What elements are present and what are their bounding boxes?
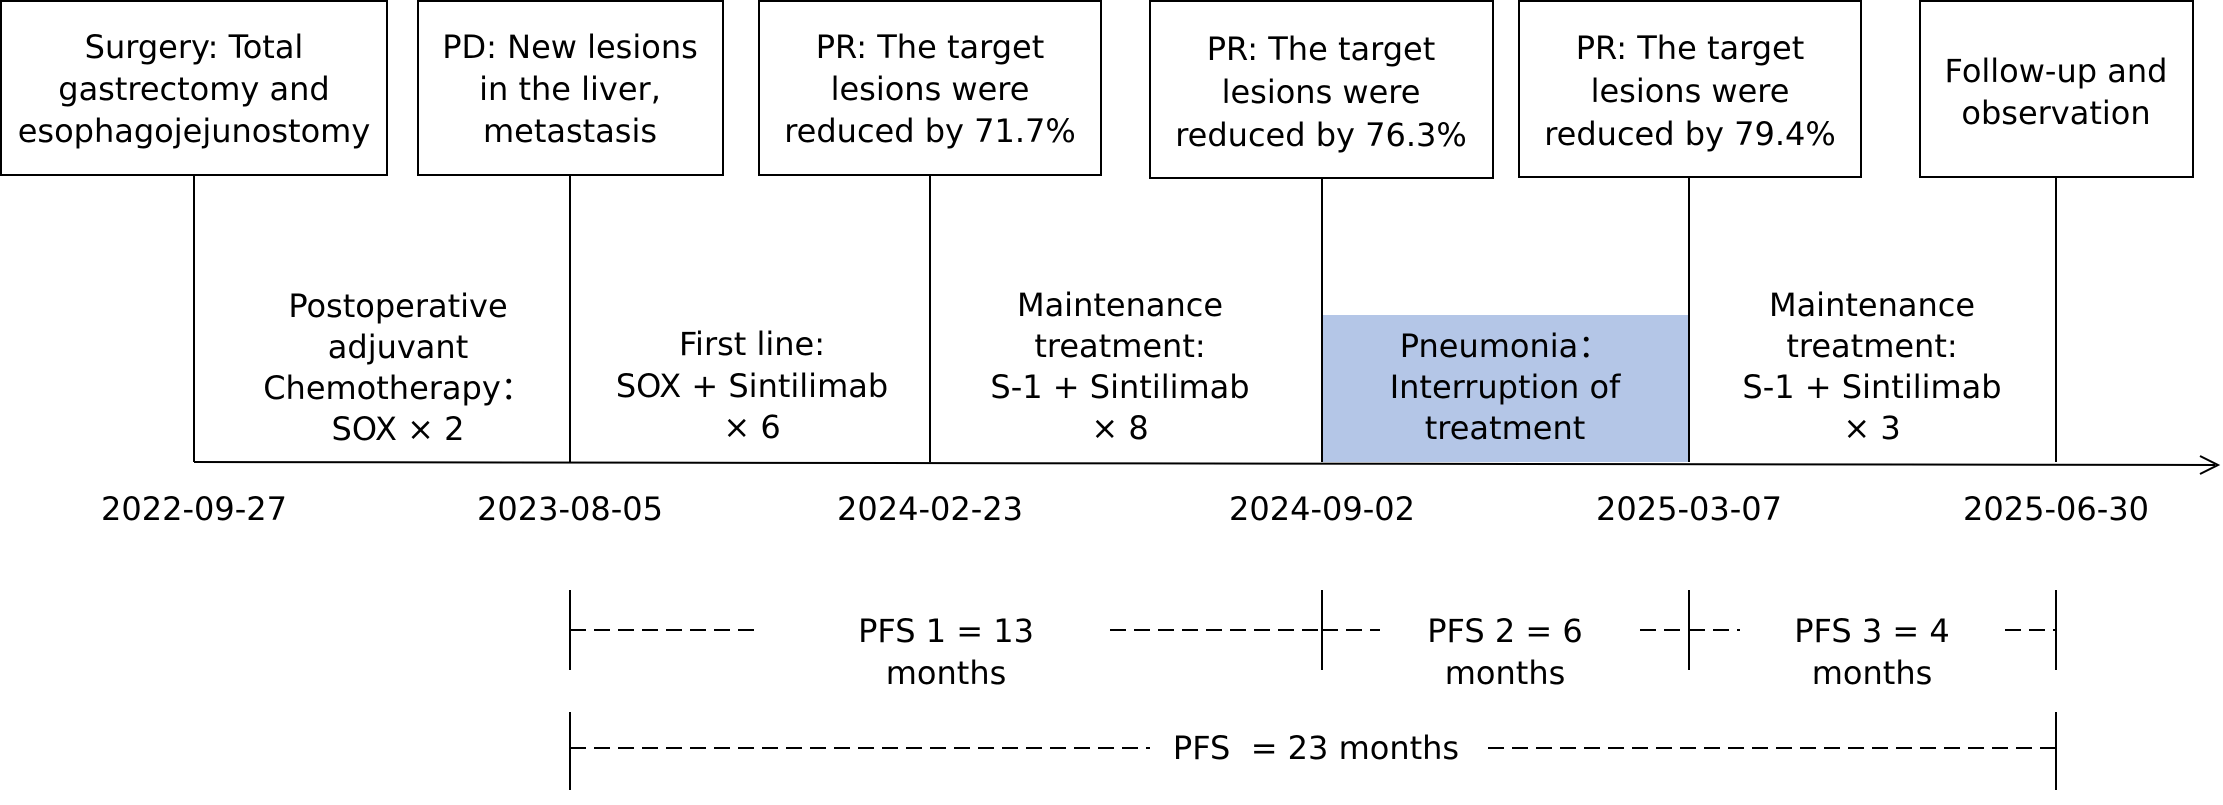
event-line: esophagojejunostomy bbox=[18, 112, 371, 150]
event-line: lesions were bbox=[1222, 73, 1421, 111]
treatment-line: treatment bbox=[1425, 409, 1586, 447]
event-line: PR: The target bbox=[1207, 30, 1435, 68]
event-box-pr1: PR: The target lesions were reduced by 7… bbox=[758, 0, 1102, 176]
treatment-line: SOX × 2 bbox=[332, 410, 465, 448]
pfs2-label: PFS 2 = 6 months bbox=[1427, 612, 1583, 692]
treatment-line: × 6 bbox=[723, 408, 780, 446]
event-line: reduced by 79.4% bbox=[1544, 115, 1836, 153]
treatment-line: SOX + Sintilimab bbox=[616, 367, 888, 405]
treatment-pneumonia: Pneumonia： Interruption of treatment bbox=[1390, 327, 1621, 447]
treatment-line: Maintenance bbox=[1017, 286, 1223, 324]
event-box-followup: Follow-up and observation bbox=[1919, 0, 2194, 178]
pfs1-label: PFS 1 = 13 months bbox=[858, 612, 1034, 692]
treatment-first-line: First line: SOX + Sintilimab × 6 bbox=[616, 325, 888, 446]
event-line: observation bbox=[1961, 94, 2150, 132]
date-label: 2025-06-30 bbox=[1963, 490, 2149, 528]
pneumonia-highlight bbox=[1322, 315, 1688, 462]
event-box-pr3: PR: The target lesions were reduced by 7… bbox=[1518, 0, 1862, 178]
treatment-line: adjuvant bbox=[328, 328, 468, 366]
event-line: lesions were bbox=[1591, 72, 1790, 110]
pfs3-label: PFS 3 = 4 months bbox=[1794, 612, 1950, 692]
event-line: PD: New lesions bbox=[442, 28, 698, 66]
date-label: 2025-03-07 bbox=[1596, 490, 1782, 528]
event-line: reduced by 71.7% bbox=[784, 112, 1076, 150]
date-label: 2024-02-23 bbox=[837, 490, 1023, 528]
event-box-surgery: Surgery: Total gastrectomy and esophagoj… bbox=[0, 0, 388, 176]
treatment-line: treatment: bbox=[1786, 327, 1957, 365]
treatment-adjuvant: Postoperative adjuvant Chemotherapy： SOX… bbox=[263, 287, 533, 448]
pfs-total-label: PFS = 23 months bbox=[1173, 729, 1459, 767]
pfs-line: PFS 1 = 13 bbox=[858, 612, 1034, 650]
event-box-pd: PD: New lesions in the liver, metastasis bbox=[417, 0, 724, 176]
date-label: 2022-09-27 bbox=[101, 490, 287, 528]
pfs-line: months bbox=[886, 654, 1007, 692]
event-line: Surgery: Total bbox=[85, 28, 304, 66]
event-line: lesions were bbox=[831, 70, 1030, 108]
treatment-maintenance-2: Maintenance treatment: S-1 + Sintilimab … bbox=[1742, 286, 2001, 447]
event-line: reduced by 76.3% bbox=[1175, 116, 1467, 154]
time-axis bbox=[193, 455, 2221, 475]
treatment-line: treatment: bbox=[1034, 327, 1205, 365]
pfs-line: PFS 3 = 4 bbox=[1794, 612, 1950, 650]
date-label: 2023-08-05 bbox=[477, 490, 663, 528]
pfs-line: PFS 2 = 6 bbox=[1427, 612, 1583, 650]
treatment-line: × 3 bbox=[1843, 409, 1900, 447]
treatment-line: Chemotherapy： bbox=[263, 369, 533, 407]
treatment-line: Interruption of bbox=[1390, 368, 1621, 406]
treatment-line: S-1 + Sintilimab bbox=[990, 368, 1249, 406]
event-line: Follow-up and bbox=[1945, 52, 2168, 90]
pfs-line: months bbox=[1445, 654, 1566, 692]
treatment-line: Maintenance bbox=[1769, 286, 1975, 324]
event-line: gastrectomy and bbox=[58, 70, 329, 108]
event-box-pr2: PR: The target lesions were reduced by 7… bbox=[1149, 0, 1494, 179]
event-line: PR: The target bbox=[816, 28, 1044, 66]
treatment-line: S-1 + Sintilimab bbox=[1742, 368, 2001, 406]
treatment-line: Pneumonia： bbox=[1400, 327, 1611, 365]
treatment-line: × 8 bbox=[1091, 409, 1148, 447]
treatment-line: Postoperative bbox=[288, 287, 507, 325]
event-line: PR: The target bbox=[1576, 29, 1804, 67]
date-label: 2024-09-02 bbox=[1229, 490, 1415, 528]
pfs-line: months bbox=[1812, 654, 1933, 692]
event-line: metastasis bbox=[483, 112, 657, 150]
treatment-line: First line: bbox=[679, 325, 825, 363]
treatment-maintenance-1: Maintenance treatment: S-1 + Sintilimab … bbox=[990, 286, 1249, 447]
event-line: in the liver, bbox=[479, 70, 661, 108]
